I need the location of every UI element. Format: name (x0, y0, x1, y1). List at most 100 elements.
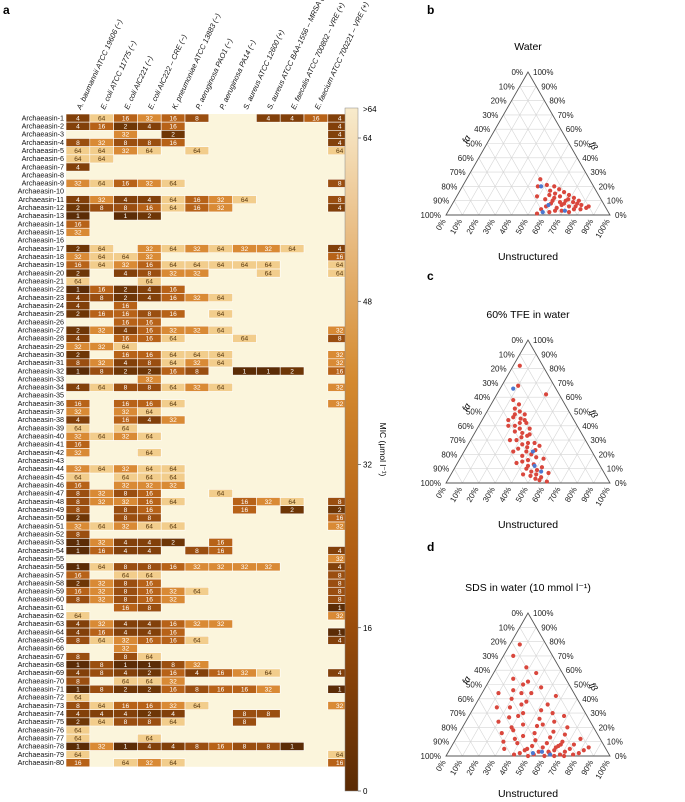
row-label: Archaeasin-8 (22, 170, 64, 179)
cell-value: 16 (74, 221, 82, 228)
data-point-red (514, 438, 519, 443)
cell-value: 4 (171, 711, 175, 718)
grid-line (470, 712, 496, 757)
data-point-red (520, 442, 525, 447)
row-label: Archaeasin-48 (18, 497, 64, 506)
cell-value: 32 (146, 181, 154, 188)
data-point-red (543, 392, 549, 397)
cell-value: 8 (124, 589, 128, 596)
left-tick-label: 60% (458, 695, 474, 704)
cell-value: 64 (265, 670, 273, 677)
row-label: Archaeasin-12 (18, 203, 64, 212)
cell-value: 64 (74, 279, 82, 286)
cell-value: 4 (124, 621, 128, 628)
data-point-red (524, 665, 529, 670)
cell-value: 8 (76, 654, 80, 661)
cell-value: 4 (266, 115, 270, 122)
data-point-red (517, 363, 522, 368)
cell-value: 32 (98, 491, 106, 498)
cell-value: 16 (146, 205, 154, 212)
cell-value: 64 (146, 434, 154, 441)
grid-line (462, 186, 480, 216)
left-tick-label: 90% (433, 197, 449, 206)
cell-value: 1 (76, 368, 80, 375)
colorbar-tick-label: 32 (363, 461, 372, 470)
cell-value: 64 (169, 385, 177, 392)
left-tick-label: 50% (466, 681, 482, 690)
data-point-red (552, 191, 558, 196)
cell-value: 64 (336, 148, 344, 155)
cell-value: 64 (74, 613, 82, 620)
data-point-red (576, 198, 581, 203)
cell-value: 2 (290, 368, 294, 375)
row-label: Archaeasin-35 (18, 391, 64, 400)
cell-value: 64 (336, 270, 344, 277)
heatmap-cell (208, 619, 233, 629)
cell-value: 16 (336, 368, 344, 375)
cell-value: 32 (336, 360, 344, 367)
right-tick-label: 100% (533, 68, 553, 77)
cell-value: 64 (169, 262, 177, 269)
data-point-red (551, 729, 556, 734)
cell-value: 2 (76, 270, 80, 277)
heatmap-cell (208, 309, 233, 319)
cell-value: 16 (217, 540, 225, 547)
grid-line (544, 698, 578, 757)
row-label: Archaeasin-7 (22, 162, 64, 171)
row-label: Archaeasin-17 (18, 244, 64, 253)
bottom-tick-label: 100% (594, 218, 612, 240)
cell-value: 8 (76, 678, 80, 685)
cell-value: 8 (338, 499, 342, 506)
grid-line (462, 727, 480, 757)
cell-value: 64 (193, 638, 201, 645)
cell-value: 8 (147, 360, 151, 367)
data-point-blue (511, 386, 516, 391)
colorbar-tick-label: >64 (363, 105, 377, 114)
heatmap-cell (65, 448, 91, 458)
panel-label-d: d (427, 540, 434, 554)
right-tick-label: 10% (607, 738, 623, 747)
cell-value: 16 (146, 491, 154, 498)
bottom-tick-label: 50% (514, 759, 530, 777)
row-label: Archaeasin-23 (18, 293, 64, 302)
cell-value: 32 (98, 140, 106, 147)
cell-value: 2 (171, 540, 175, 547)
cell-value: 2 (76, 327, 80, 334)
cell-value: 16 (74, 572, 82, 579)
cell-value: 8 (124, 205, 128, 212)
heatmap-cell (65, 162, 91, 172)
cell-value: 16 (146, 499, 154, 506)
cell-value: 64 (74, 474, 82, 481)
cell-value: 16 (169, 140, 177, 147)
row-label: Archaeasin-62 (18, 611, 64, 620)
data-point-red (565, 725, 570, 730)
data-point-red (546, 470, 551, 476)
grid-line (560, 439, 586, 484)
data-point-red (557, 187, 562, 192)
cell-value: 4 (338, 246, 342, 253)
data-point-red (525, 753, 531, 759)
cell-value: 64 (241, 197, 249, 204)
cell-value: 16 (146, 327, 154, 334)
data-point-red (507, 705, 513, 710)
cell-value: 32 (169, 327, 177, 334)
row-label: Archaeasin-65 (18, 636, 64, 645)
cell-value: 4 (76, 711, 80, 718)
colorbar: 0 16 32 48 64 >64 MIC (μmol l⁻¹) (344, 105, 388, 796)
left-tick-label: 100% (421, 752, 441, 761)
data-point-red (533, 476, 538, 481)
cell-value: 8 (76, 360, 80, 367)
cell-value: 64 (193, 703, 201, 710)
cell-value: 64 (146, 572, 154, 579)
cell-value: 1 (124, 662, 128, 669)
left-tick-label: 10% (499, 82, 515, 91)
row-label: Archaeasin-18 (18, 252, 64, 261)
data-point-red (537, 443, 542, 448)
cell-value: 8 (147, 515, 151, 522)
bottom-tick-label: 90% (580, 759, 596, 777)
cell-value: 64 (98, 246, 106, 253)
cell-value: 32 (122, 646, 130, 653)
left-tick-label: 50% (466, 140, 482, 149)
data-point-red (501, 739, 506, 744)
row-label: Archaeasin-44 (18, 464, 64, 473)
